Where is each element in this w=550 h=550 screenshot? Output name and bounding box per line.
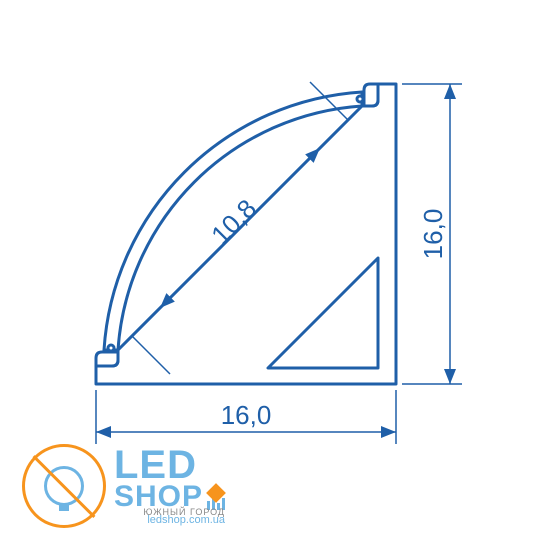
watermark: LED SHOP ЮЖНЫЙ ГОРОД ledshop.com.ua [22,444,225,528]
watermark-nobulb-icon [22,444,106,528]
watermark-url: ledshop.com.ua [114,516,225,526]
watermark-brand-bottom: SHOP [114,483,225,510]
drawing-canvas: 16,0 16,0 10,8 LED SHOP ЮЖНЫЙ ГОРОД leds… [0,0,550,550]
dim-width-label: 16,0 [221,400,272,430]
city-icon [207,486,225,510]
watermark-text: LED SHOP ЮЖНЫЙ ГОРОД ledshop.com.ua [114,447,225,526]
bulb-icon [44,466,84,506]
dim-height-label: 16,0 [418,209,448,260]
watermark-brand-top: LED [114,447,225,483]
